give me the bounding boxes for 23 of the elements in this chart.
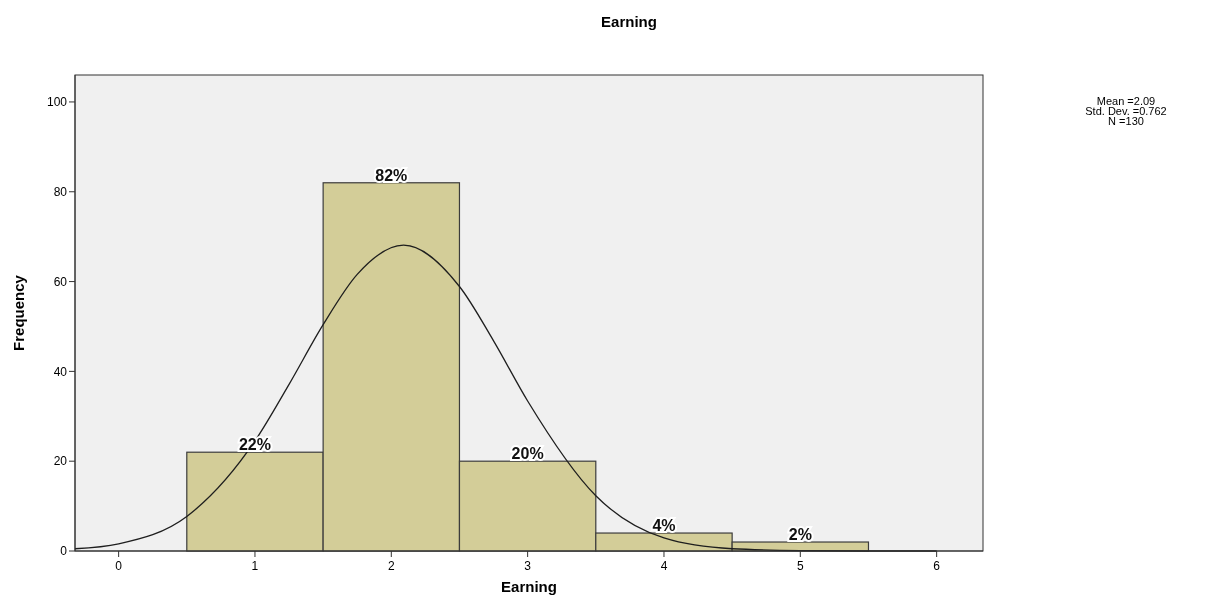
text: N =130 xyxy=(1108,115,1144,127)
chart-title: Earning xyxy=(601,13,657,30)
text: Std. Dev. =0.762 xyxy=(1085,105,1167,117)
data-label: 2% xyxy=(788,526,812,544)
x-tick-label: 1 xyxy=(251,559,259,573)
x-axis-title: Earning xyxy=(501,578,557,595)
y-tick-label: 80 xyxy=(53,184,68,199)
data-label: 20% xyxy=(511,445,544,463)
text: Mean =2.09 xyxy=(1096,95,1156,107)
x-tick-label: 2 xyxy=(387,559,395,573)
x-tick-label: 6 xyxy=(933,559,941,573)
data-label: 4% xyxy=(652,517,676,535)
y-tick-label: 40 xyxy=(53,364,68,379)
data-label: 82% xyxy=(375,166,408,184)
x-tick-label: 4 xyxy=(660,559,668,573)
x-tick-label: 0 xyxy=(115,559,123,573)
y-tick-label: 60 xyxy=(53,274,68,289)
y-tick-label: 20 xyxy=(53,454,68,469)
y-axis-title: Frequency xyxy=(10,274,27,351)
y-tick-label: 100 xyxy=(46,95,68,110)
x-tick-label: 3 xyxy=(524,559,532,573)
x-tick-label: 5 xyxy=(796,559,804,573)
y-tick-label: 0 xyxy=(60,544,68,559)
